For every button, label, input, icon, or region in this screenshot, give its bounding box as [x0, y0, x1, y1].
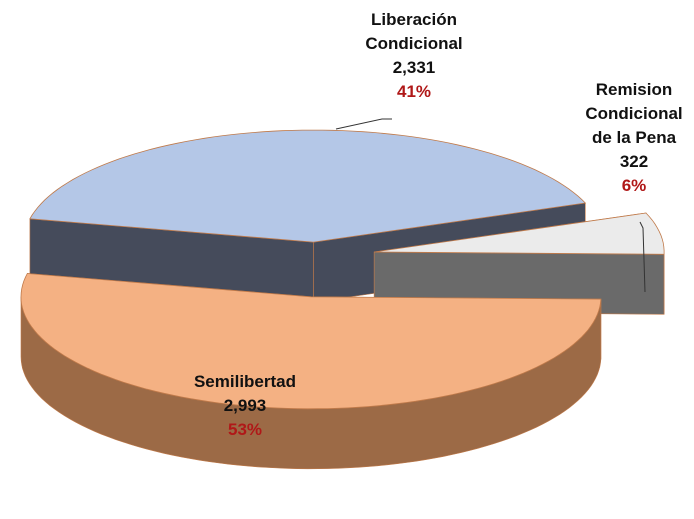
category-label: Semilibertad	[193, 372, 297, 391]
leader-line	[639, 221, 646, 293]
percent-label: 53%	[227, 420, 263, 439]
category-label: Remision Condicional de la Pena	[585, 80, 683, 147]
data-label: Remision Condicional de la Pena 322 6%	[574, 78, 694, 198]
value-label: 322	[619, 152, 649, 171]
percent-label: 6%	[621, 176, 647, 195]
data-label: Liberación Condicional 2,331 41%	[334, 8, 494, 104]
value-label: 2,331	[392, 58, 436, 77]
data-label: Semilibertad 2,993 53%	[165, 370, 325, 442]
value-label: 2,993	[223, 396, 267, 415]
pie-slice	[374, 212, 665, 255]
pie-slice	[20, 273, 602, 410]
category-label: Liberación Condicional	[365, 10, 463, 53]
leader-line	[335, 118, 392, 130]
pie-slice	[29, 129, 587, 243]
percent-label: 41%	[396, 82, 432, 101]
